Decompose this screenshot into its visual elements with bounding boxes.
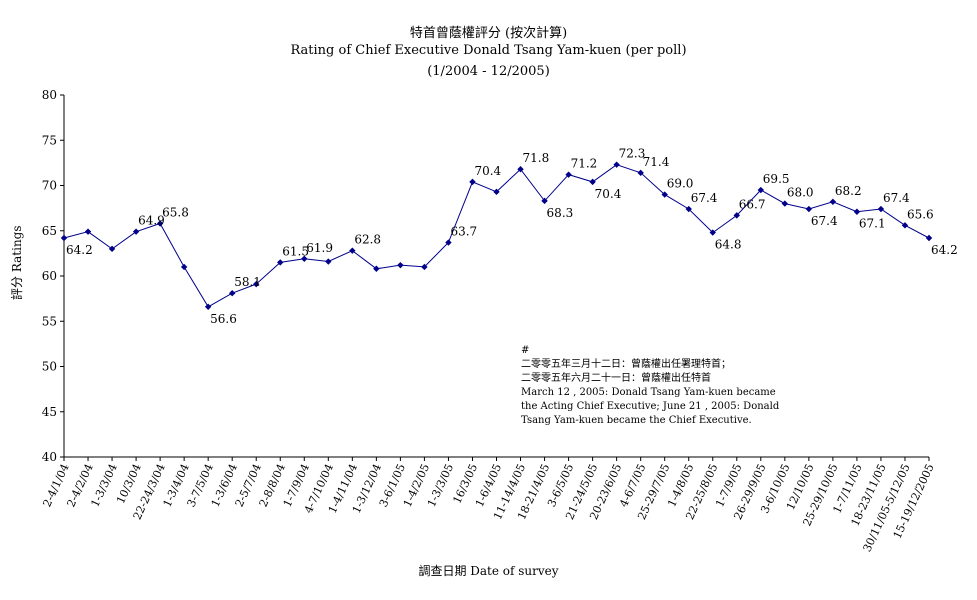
data-point bbox=[829, 198, 837, 205]
data-point bbox=[493, 188, 500, 196]
y-tick-label: 70 bbox=[42, 179, 57, 193]
data-label: 70.4 bbox=[474, 164, 501, 178]
data-point bbox=[373, 265, 380, 272]
data-label: 65.8 bbox=[162, 206, 189, 220]
data-point bbox=[901, 222, 909, 229]
data-point bbox=[565, 171, 572, 178]
data-point bbox=[84, 228, 92, 235]
data-point bbox=[132, 228, 140, 235]
data-label: 61.9 bbox=[306, 241, 333, 255]
data-point bbox=[325, 258, 332, 265]
chart-title: 特首曾蔭權評分 (按次計算) bbox=[409, 26, 568, 41]
data-point bbox=[517, 166, 524, 173]
annotation-line-2: 二零零五年六月二十一日：曾蔭權出任特首 bbox=[521, 373, 711, 384]
data-point bbox=[180, 263, 188, 271]
data-label: 67.4 bbox=[883, 191, 910, 205]
data-point bbox=[685, 205, 692, 213]
data-point bbox=[853, 208, 861, 215]
data-point bbox=[421, 263, 428, 271]
data-label: 67.4 bbox=[811, 214, 838, 228]
data-label: 67.4 bbox=[691, 191, 718, 205]
data-label: 69.0 bbox=[667, 177, 694, 191]
data-label: 58.1 bbox=[234, 275, 261, 289]
annotation-english: March 12 , 2005: Donald Tsang Yam-kuen b… bbox=[521, 387, 780, 426]
data-point bbox=[253, 280, 260, 288]
data-point bbox=[60, 234, 68, 242]
data-point bbox=[277, 259, 284, 266]
data-point bbox=[108, 245, 116, 253]
data-point bbox=[757, 186, 765, 194]
y-tick-label: 40 bbox=[42, 450, 57, 464]
data-point bbox=[589, 178, 596, 186]
data-point bbox=[877, 205, 885, 213]
chart-subtitle: Rating of Chief Executive Donald Tsang Y… bbox=[290, 43, 687, 58]
y-tick-label: 65 bbox=[42, 224, 57, 238]
y-tick-label: 60 bbox=[42, 269, 57, 283]
data-label: 67.1 bbox=[859, 217, 886, 231]
data-label: 64.8 bbox=[715, 238, 742, 252]
data-point bbox=[925, 234, 933, 242]
data-point bbox=[445, 239, 452, 246]
data-label: 56.6 bbox=[210, 312, 237, 326]
data-label: 70.4 bbox=[595, 187, 622, 201]
y-tick-label: 75 bbox=[42, 133, 57, 147]
data-label: 68.0 bbox=[787, 186, 814, 200]
data-label: 71.8 bbox=[523, 151, 550, 165]
chart-date-range: (1/2004 - 12/2005) bbox=[427, 64, 550, 79]
data-point bbox=[781, 200, 789, 207]
x-axis-label: 調查日期 Date of survey bbox=[418, 564, 559, 578]
data-point bbox=[301, 255, 308, 263]
data-point bbox=[228, 289, 236, 297]
data-label: 61.5 bbox=[282, 244, 309, 258]
data-label: 69.5 bbox=[763, 172, 790, 186]
data-point bbox=[709, 229, 716, 236]
data-label: 71.2 bbox=[571, 157, 598, 171]
annotation-mark: # bbox=[521, 345, 530, 356]
data-label: 71.4 bbox=[643, 155, 670, 169]
data-point bbox=[805, 205, 813, 213]
data-label: 68.2 bbox=[835, 184, 862, 198]
data-label: 64.9 bbox=[138, 214, 165, 228]
y-tick-label: 45 bbox=[42, 405, 57, 419]
data-label: 62.8 bbox=[354, 233, 381, 247]
data-point bbox=[397, 261, 404, 269]
y-tick-label: 80 bbox=[42, 88, 57, 102]
data-point bbox=[637, 169, 644, 177]
data-label: 72.3 bbox=[619, 147, 646, 161]
data-label: 65.6 bbox=[907, 207, 934, 221]
data-point bbox=[541, 197, 548, 205]
data-point bbox=[733, 212, 740, 219]
annotation-line-1: 二零零五年三月十二日：曾蔭權出任署理特首； bbox=[521, 359, 731, 370]
data-point bbox=[661, 191, 668, 198]
data-label: 66.7 bbox=[739, 197, 766, 211]
data-label: 68.3 bbox=[547, 206, 574, 220]
data-point bbox=[469, 178, 476, 186]
data-label: 64.2 bbox=[931, 243, 958, 257]
annotation-box: # 二零零五年三月十二日：曾蔭權出任署理特首； 二零零五年六月二十一日：曾蔭權出… bbox=[521, 344, 781, 428]
y-tick-label: 50 bbox=[42, 360, 57, 374]
data-point bbox=[156, 220, 164, 227]
data-label: 63.7 bbox=[450, 225, 477, 239]
y-axis-label: 評分 Ratings bbox=[10, 225, 24, 300]
data-point bbox=[613, 161, 620, 168]
data-point bbox=[204, 303, 212, 310]
y-tick-label: 55 bbox=[42, 314, 57, 328]
data-label: 64.2 bbox=[66, 243, 93, 257]
data-point bbox=[349, 247, 356, 254]
